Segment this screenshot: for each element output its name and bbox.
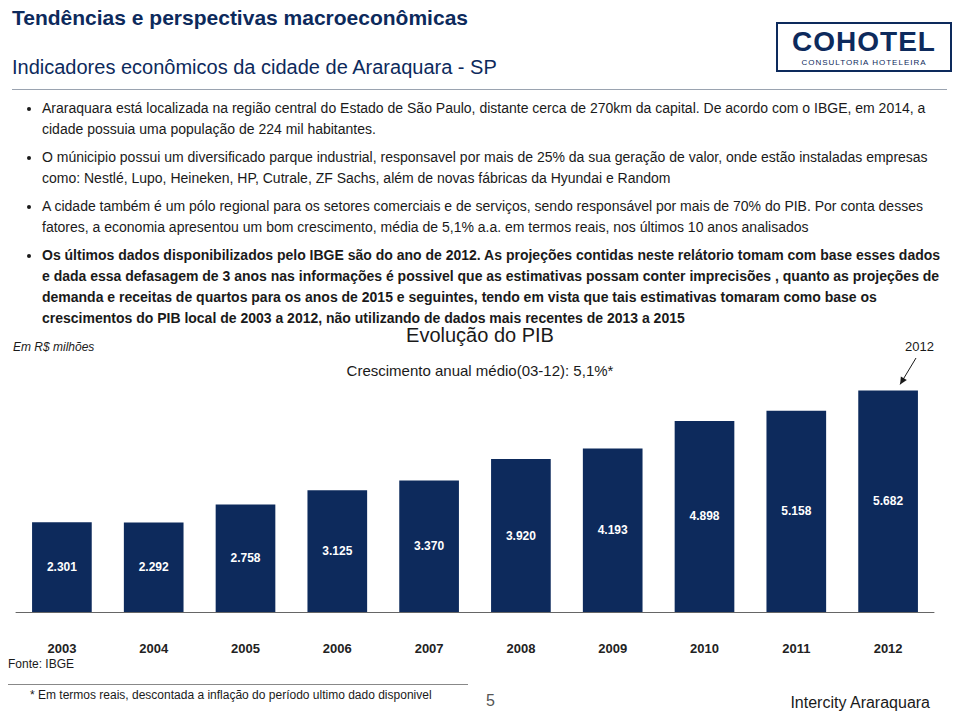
html-text:Araraquara está localizada na: Araraquara está localizada na região cen…	[42, 100, 926, 137]
svg-text:4.898: 4.898	[689, 509, 719, 523]
svg-text:4.193: 4.193	[598, 523, 628, 537]
svg-text:2012: 2012	[905, 339, 934, 354]
svg-text:2.292: 2.292	[139, 560, 169, 574]
svg-text:2012: 2012	[874, 641, 903, 656]
svg-text:3.125: 3.125	[322, 544, 352, 558]
html-text:5: 5	[486, 692, 495, 709]
svg-text:2008: 2008	[506, 641, 535, 656]
svg-text:2005: 2005	[231, 641, 260, 656]
svg-text:5.158: 5.158	[781, 504, 811, 518]
html-text:Intercity Araraquara: Intercity Araraquara	[790, 694, 930, 711]
svg-text:Crescimento anual médio(03-12): Crescimento anual médio(03-12): 5,1%*	[347, 362, 614, 379]
svg-text:2.758: 2.758	[230, 551, 260, 565]
svg-text:2009: 2009	[598, 641, 627, 656]
html-text:A cidade também é um pólo regi: A cidade também é um pólo regional para …	[42, 198, 923, 235]
svg-text:Em R$ milhões: Em R$ milhões	[13, 340, 94, 354]
svg-text:2003: 2003	[47, 641, 76, 656]
svg-text:2011: 2011	[782, 641, 810, 656]
html-text:Fonte: IBGE: Fonte: IBGE	[8, 657, 74, 671]
svg-text:Evolução do PIB: Evolução do PIB	[406, 324, 554, 346]
svg-text:3.920: 3.920	[506, 529, 536, 543]
svg-text:3.370: 3.370	[414, 539, 444, 553]
html-text:COHOTEL: COHOTEL	[792, 26, 936, 57]
html-text:Os últimos dados disponibiliza: Os últimos dados disponibilizados pelo I…	[42, 247, 941, 326]
html-text:CONSULTORIA HOTELEIRA: CONSULTORIA HOTELEIRA	[801, 58, 927, 67]
html-text:Indicadores econômicos da cida: Indicadores econômicos da cidade de Arar…	[12, 56, 497, 78]
html-text:* Em termos reais, descontada: * Em termos reais, descontada a inflação…	[30, 688, 432, 702]
svg-text:5.682: 5.682	[873, 494, 903, 508]
svg-text:2006: 2006	[323, 641, 352, 656]
svg-text:2010: 2010	[690, 641, 719, 656]
svg-text:2007: 2007	[415, 641, 444, 656]
html-text:O múnicipio possui um diversif: O múnicipio possui um diversificado parq…	[42, 149, 928, 186]
svg-text:2.301: 2.301	[47, 560, 77, 574]
svg-text:2004: 2004	[139, 641, 169, 656]
html-text:Tendências e perspectivas macr: Tendências e perspectivas macroeconômica…	[12, 6, 468, 29]
